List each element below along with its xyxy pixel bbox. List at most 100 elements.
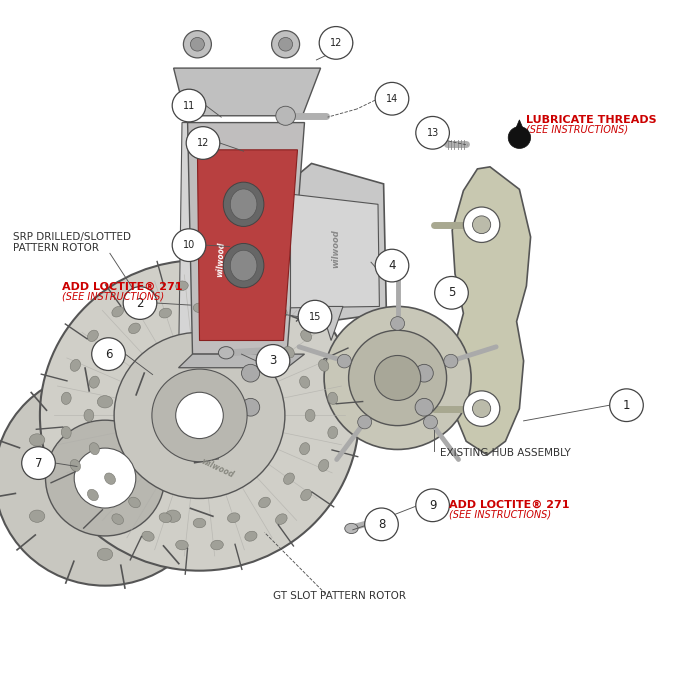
Ellipse shape — [193, 518, 206, 528]
Circle shape — [152, 369, 247, 462]
Ellipse shape — [211, 540, 223, 550]
Ellipse shape — [259, 323, 270, 334]
Ellipse shape — [29, 510, 45, 522]
Text: 14: 14 — [386, 94, 398, 104]
Polygon shape — [197, 150, 298, 340]
Polygon shape — [321, 306, 343, 340]
Ellipse shape — [284, 473, 295, 484]
Circle shape — [22, 447, 55, 479]
Circle shape — [508, 127, 531, 148]
Text: 1: 1 — [623, 398, 630, 412]
Text: 11: 11 — [183, 101, 195, 110]
Ellipse shape — [70, 460, 80, 471]
Polygon shape — [253, 334, 421, 437]
Ellipse shape — [104, 473, 116, 484]
Text: 12: 12 — [330, 38, 342, 48]
Ellipse shape — [276, 514, 287, 524]
Text: 5: 5 — [448, 286, 455, 300]
Ellipse shape — [165, 434, 181, 446]
Circle shape — [319, 27, 353, 59]
Circle shape — [241, 398, 260, 416]
Ellipse shape — [259, 497, 270, 508]
Ellipse shape — [228, 513, 240, 522]
Circle shape — [358, 415, 372, 429]
Circle shape — [416, 489, 449, 522]
Ellipse shape — [300, 443, 309, 455]
Ellipse shape — [129, 323, 140, 334]
Circle shape — [276, 106, 295, 125]
Circle shape — [349, 330, 447, 426]
Circle shape — [337, 354, 351, 368]
Ellipse shape — [328, 392, 337, 405]
Circle shape — [374, 355, 421, 400]
Ellipse shape — [300, 376, 309, 388]
Text: ADD LOCTITE® 271: ADD LOCTITE® 271 — [62, 281, 182, 291]
Ellipse shape — [223, 244, 264, 288]
Text: 10: 10 — [183, 240, 195, 250]
Circle shape — [279, 37, 293, 51]
Text: 8: 8 — [378, 518, 385, 531]
Circle shape — [324, 306, 471, 449]
Ellipse shape — [284, 347, 295, 358]
Circle shape — [186, 127, 220, 159]
Ellipse shape — [218, 347, 234, 359]
Text: 6: 6 — [105, 347, 112, 361]
Ellipse shape — [211, 281, 223, 291]
Ellipse shape — [112, 306, 123, 317]
Text: 12: 12 — [197, 138, 209, 148]
Ellipse shape — [97, 396, 113, 408]
Circle shape — [463, 207, 500, 242]
Polygon shape — [174, 68, 321, 116]
Ellipse shape — [90, 376, 99, 388]
Ellipse shape — [159, 513, 172, 522]
Ellipse shape — [301, 330, 312, 341]
Text: 9: 9 — [429, 498, 436, 512]
Ellipse shape — [104, 347, 116, 358]
Text: 15: 15 — [309, 312, 321, 321]
Circle shape — [444, 354, 458, 368]
Circle shape — [365, 508, 398, 541]
Text: (SEE INSTRUCTIONS): (SEE INSTRUCTIONS) — [62, 291, 164, 302]
Text: ADD LOCTITE® 271: ADD LOCTITE® 271 — [449, 499, 570, 509]
Ellipse shape — [142, 289, 154, 300]
Circle shape — [435, 276, 468, 309]
Circle shape — [391, 317, 405, 330]
Circle shape — [183, 31, 211, 58]
Polygon shape — [513, 120, 526, 135]
Circle shape — [92, 338, 125, 370]
Ellipse shape — [230, 251, 257, 281]
Ellipse shape — [318, 460, 329, 471]
Circle shape — [424, 415, 438, 429]
Text: EXISTING HUB ASSEMBLY: EXISTING HUB ASSEMBLY — [440, 448, 570, 458]
Circle shape — [375, 249, 409, 282]
Ellipse shape — [70, 360, 80, 371]
Circle shape — [0, 370, 216, 586]
Text: (SEE INSTRUCTIONS): (SEE INSTRUCTIONS) — [449, 509, 552, 520]
Ellipse shape — [301, 490, 312, 501]
Text: 13: 13 — [426, 128, 439, 138]
Circle shape — [190, 37, 204, 51]
Circle shape — [415, 364, 433, 382]
Text: (SEE INSTRUCTIONS): (SEE INSTRUCTIONS) — [526, 125, 629, 135]
Circle shape — [298, 300, 332, 333]
Ellipse shape — [305, 409, 315, 422]
Circle shape — [473, 400, 491, 417]
Ellipse shape — [84, 409, 94, 422]
Ellipse shape — [62, 426, 71, 439]
Text: 2: 2 — [136, 296, 144, 310]
Ellipse shape — [142, 531, 154, 541]
Circle shape — [46, 420, 164, 536]
Text: 4: 4 — [389, 259, 396, 272]
Ellipse shape — [223, 183, 264, 226]
Ellipse shape — [112, 514, 123, 524]
Ellipse shape — [97, 548, 113, 560]
Ellipse shape — [176, 540, 188, 550]
Text: LUBRICATE THREADS: LUBRICATE THREADS — [526, 114, 657, 125]
Ellipse shape — [276, 306, 287, 317]
Text: 7: 7 — [35, 456, 42, 470]
Polygon shape — [178, 123, 195, 368]
Text: wilwood: wilwood — [199, 457, 235, 480]
Circle shape — [123, 287, 157, 319]
Ellipse shape — [62, 392, 71, 405]
Ellipse shape — [344, 524, 358, 534]
